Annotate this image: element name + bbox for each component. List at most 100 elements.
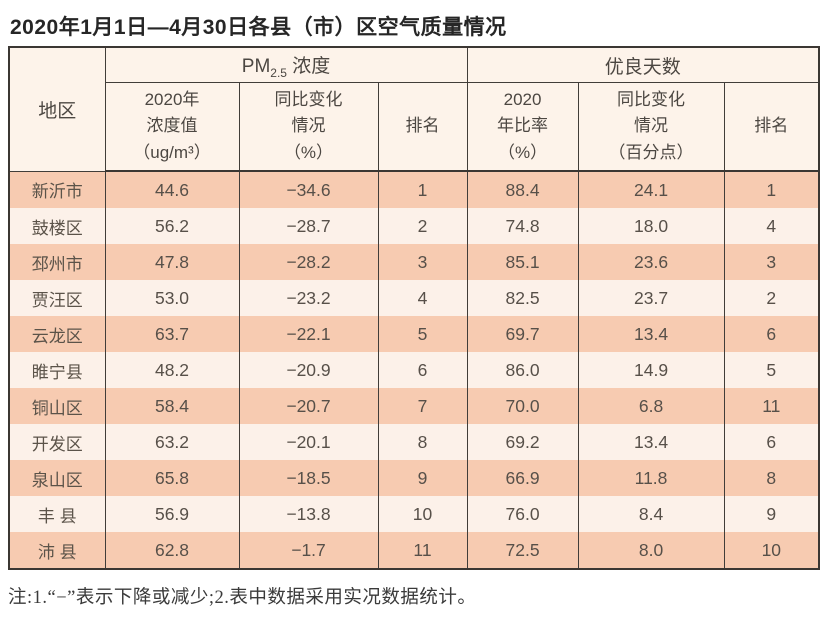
region-column-header: 地区 — [8, 47, 106, 172]
good-rate-cell: 86.0 — [466, 352, 579, 388]
table-row: 云龙区 63.7 −22.1 5 69.7 13.4 6 — [8, 316, 820, 352]
good-rank-cell: 11 — [723, 388, 820, 424]
pm-change-cell: −20.9 — [238, 352, 379, 388]
table-row: 邳州市 47.8 −28.2 3 85.1 23.6 3 — [8, 244, 820, 280]
pm-rank-cell: 10 — [377, 496, 468, 532]
table-body: 新沂市 44.6 −34.6 1 88.4 24.1 1 鼓楼区 56.2 −2… — [8, 171, 820, 569]
pm-value-column-header: 2020年 浓度值 （ug/m³） — [104, 82, 240, 172]
pm-rank-cell: 6 — [377, 352, 468, 388]
good-rank-cell: 9 — [723, 496, 820, 532]
good-change-cell: 18.0 — [577, 208, 725, 244]
region-cell: 沛 县 — [8, 532, 106, 569]
pm-value-cell: 47.8 — [104, 244, 240, 280]
pm-change-cell: −13.8 — [238, 496, 379, 532]
good-rate-column-header: 2020 年比率 （%） — [466, 82, 579, 172]
good-change-cell: 23.7 — [577, 280, 725, 316]
good-days-group-header: 优良天数 — [466, 47, 820, 83]
pm25-group-header: PM2.5 浓度 — [104, 47, 468, 83]
footnote: 注:1.“−”表示下降或减少;2.表中数据采用实况数据统计。 — [8, 588, 477, 608]
table-row: 新沂市 44.6 −34.6 1 88.4 24.1 1 — [8, 171, 820, 208]
region-cell: 贾汪区 — [8, 280, 106, 316]
pm-value-cell: 65.8 — [104, 460, 240, 496]
pm-rank-cell: 3 — [377, 244, 468, 280]
pm25-subscript: 2.5 — [270, 65, 287, 80]
table-row: 泉山区 65.8 −18.5 9 66.9 11.8 8 — [8, 460, 820, 496]
region-cell: 云龙区 — [8, 316, 106, 352]
good-rank-cell: 1 — [723, 171, 820, 208]
good-rate-cell: 69.2 — [466, 424, 579, 460]
good-rate-cell: 70.0 — [466, 388, 579, 424]
pm-rank-cell: 9 — [377, 460, 468, 496]
good-rate-cell: 74.8 — [466, 208, 579, 244]
page-title: 2020年1月1日—4月30日各县（市）区空气质量情况 — [10, 16, 507, 39]
good-rank-column-header: 排名 — [723, 82, 820, 172]
pm-value-cell: 44.6 — [104, 171, 240, 208]
good-change-cell: 14.9 — [577, 352, 725, 388]
sub-header-row: 2020年 浓度值 （ug/m³） 同比变化 情况 （%） 排名 2020 年比… — [9, 82, 820, 172]
good-rank-cell: 3 — [723, 244, 820, 280]
pm-change-cell: −18.5 — [238, 460, 379, 496]
pm-value-cell: 56.2 — [104, 208, 240, 244]
good-change-cell: 13.4 — [577, 316, 725, 352]
good-rate-cell: 72.5 — [466, 532, 579, 569]
good-rate-cell: 76.0 — [466, 496, 579, 532]
table-row: 沛 县 62.8 −1.7 11 72.5 8.0 10 — [8, 532, 820, 569]
pm-value-cell: 53.0 — [104, 280, 240, 316]
region-cell: 铜山区 — [8, 388, 106, 424]
pm-rank-cell: 8 — [377, 424, 468, 460]
good-change-column-header: 同比变化 情况 （百分点） — [577, 82, 725, 172]
pm-rank-cell: 4 — [377, 280, 468, 316]
table-row: 铜山区 58.4 −20.7 7 70.0 6.8 11 — [8, 388, 820, 424]
region-cell: 泉山区 — [8, 460, 106, 496]
region-cell: 睢宁县 — [8, 352, 106, 388]
region-cell: 开发区 — [8, 424, 106, 460]
good-rate-cell: 66.9 — [466, 460, 579, 496]
table-header: 地区 PM2.5 浓度 优良天数 2020年 浓度值 （ug/m³） 同比变化 … — [8, 47, 820, 172]
good-change-cell: 11.8 — [577, 460, 725, 496]
pm-rank-cell: 11 — [377, 532, 468, 569]
pm-change-cell: −20.7 — [238, 388, 379, 424]
good-rank-cell: 8 — [723, 460, 820, 496]
pm-change-cell: −28.7 — [238, 208, 379, 244]
good-change-cell: 13.4 — [577, 424, 725, 460]
region-cell: 邳州市 — [8, 244, 106, 280]
group-header-row: 地区 PM2.5 浓度 优良天数 — [8, 47, 820, 172]
good-change-cell: 6.8 — [577, 388, 725, 424]
pm-rank-cell: 7 — [377, 388, 468, 424]
pm-value-cell: 58.4 — [104, 388, 240, 424]
pm-value-cell: 48.2 — [104, 352, 240, 388]
table-row: 贾汪区 53.0 −23.2 4 82.5 23.7 2 — [8, 280, 820, 316]
region-cell: 鼓楼区 — [8, 208, 106, 244]
table-row: 睢宁县 48.2 −20.9 6 86.0 14.9 5 — [8, 352, 820, 388]
good-change-cell: 8.0 — [577, 532, 725, 569]
pm-value-cell: 63.2 — [104, 424, 240, 460]
pm25-label-suffix: 浓度 — [286, 55, 331, 77]
pm-change-cell: −23.2 — [238, 280, 379, 316]
pm-rank-cell: 5 — [377, 316, 468, 352]
good-rank-cell: 10 — [723, 532, 820, 569]
table-row: 鼓楼区 56.2 −28.7 2 74.8 18.0 4 — [8, 208, 820, 244]
good-rank-cell: 6 — [723, 424, 820, 460]
pm-value-cell: 62.8 — [104, 532, 240, 569]
good-rank-cell: 4 — [723, 208, 820, 244]
good-rank-cell: 6 — [723, 316, 820, 352]
good-change-cell: 24.1 — [577, 171, 725, 208]
good-rate-cell: 82.5 — [466, 280, 579, 316]
pm-change-cell: −1.7 — [238, 532, 379, 569]
good-rate-cell: 85.1 — [466, 244, 579, 280]
pm-change-cell: −20.1 — [238, 424, 379, 460]
pm-change-column-header: 同比变化 情况 （%） — [238, 82, 379, 172]
pm-change-cell: −22.1 — [238, 316, 379, 352]
good-rate-cell: 88.4 — [466, 171, 579, 208]
region-cell: 新沂市 — [8, 171, 106, 208]
pm-rank-cell: 2 — [377, 208, 468, 244]
pm-rank-cell: 1 — [377, 171, 468, 208]
good-rank-cell: 2 — [723, 280, 820, 316]
table-row: 开发区 63.2 −20.1 8 69.2 13.4 6 — [8, 424, 820, 460]
good-rate-cell: 69.7 — [466, 316, 579, 352]
good-rank-cell: 5 — [723, 352, 820, 388]
pm-change-cell: −34.6 — [238, 171, 379, 208]
pm-change-cell: −28.2 — [238, 244, 379, 280]
pm-value-cell: 63.7 — [104, 316, 240, 352]
